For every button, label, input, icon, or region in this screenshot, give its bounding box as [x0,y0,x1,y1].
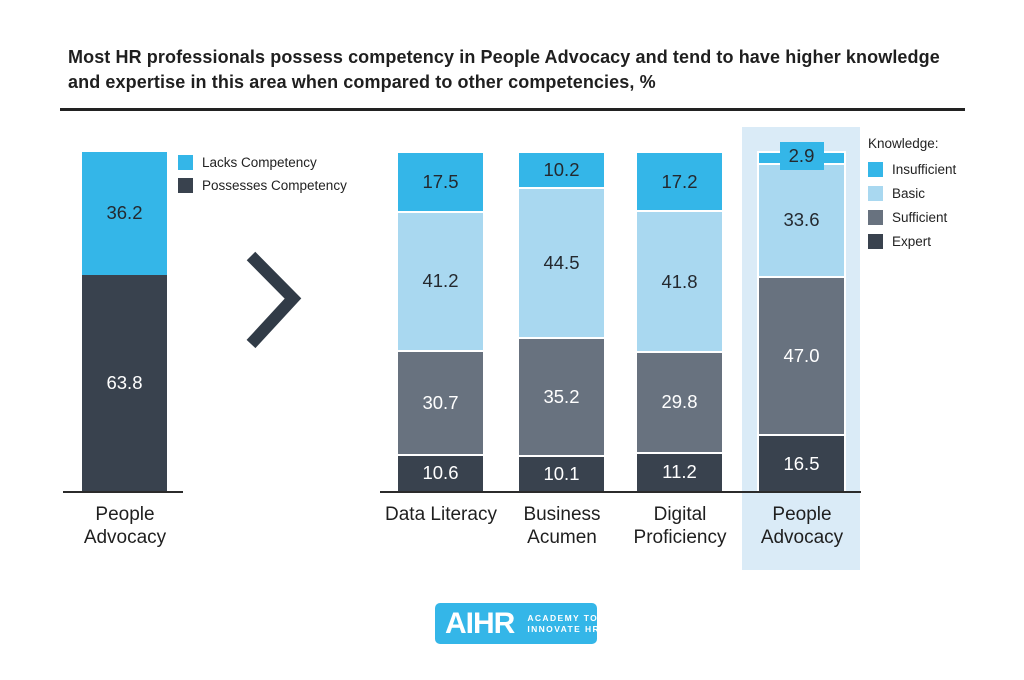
segment-sufficient: 35.2 [519,336,604,456]
legend-swatch-expert [868,234,883,249]
legend-label: Possesses Competency [202,178,347,193]
segment-value-label: 29.8 [661,391,698,413]
segment-value-label: 30.7 [422,391,459,413]
segment-value-label: 35.2 [543,386,580,408]
segment-basic: 41.2 [398,211,483,350]
segment-value-label: 36.2 [106,202,143,224]
category-label-data-literacy: Data Literacy [385,504,497,525]
segment-value-label: 11.2 [662,461,697,483]
segment-expert: 10.6 [398,453,483,491]
segment-basic: 41.8 [637,210,722,351]
left-x-axis-line [63,491,183,493]
segment-expert: 16.5 [759,434,844,491]
segment-insufficient: 10.2 [519,153,604,187]
bar-data-literacy: 17.5 41.2 30.7 10.6 [398,153,483,491]
segment-value-label: 44.5 [543,251,580,273]
segment-expert: 11.2 [637,451,722,492]
segment-lacks-competency: 36.2 [82,152,167,275]
chevron-right-icon [246,251,302,349]
segment-value-label: 10.6 [422,462,459,484]
segment-insufficient: 2.9 [759,142,844,170]
segment-insufficient: 17.2 [637,153,722,211]
legend-swatch-basic [868,186,883,201]
segment-value-label: 17.2 [661,170,698,192]
legend-swatch-possesses-competency [178,178,193,193]
category-label-business-acumen: Business Acumen [523,504,601,548]
segment-basic: 33.6 [759,162,844,277]
segment-value-label: 41.8 [661,270,698,292]
segment-expert: 10.1 [519,455,604,491]
legend-label: Basic [892,186,926,201]
aihr-logo: AIHR ACADEMY TO INNOVATE HR [435,603,600,644]
category-label-digital-proficiency: Digital Proficiency [633,504,727,548]
bar-people-advocacy-overall: 36.2 63.8 [82,152,167,491]
segment-value-callout: 2.9 [779,142,824,170]
segment-value-label: 10.1 [543,463,580,485]
segment-sufficient: 47.0 [759,276,844,435]
legend-label: Lacks Competency [202,155,317,170]
legend-item-insufficient: Insufficient [868,162,956,177]
legend-swatch-sufficient [868,210,883,225]
legend-item-possesses-competency: Possesses Competency [178,178,347,193]
logo-tagline-line1: ACADEMY TO [527,613,599,623]
legend-item-sufficient: Sufficient [868,210,956,225]
segment-value-label: 41.2 [422,270,459,292]
bar-digital-proficiency: 17.2 41.8 29.8 11.2 [637,153,722,492]
competency-legend: Lacks Competency Possesses Competency [178,155,347,193]
title-divider [60,108,965,111]
segment-sufficient: 30.7 [398,349,483,454]
legend-item-basic: Basic [868,186,956,201]
segment-value-label: 17.5 [422,171,459,193]
legend-swatch-lacks-competency [178,155,193,170]
chart-title: Most HR professionals possess competency… [68,47,940,92]
segment-insufficient: 17.5 [398,153,483,212]
knowledge-legend: Knowledge: Insufficient Basic Sufficient… [868,136,956,249]
bar-business-acumen: 10.2 44.5 35.2 10.1 [519,153,604,491]
segment-basic: 44.5 [519,186,604,337]
legend-title: Knowledge: [868,136,939,151]
category-label-people-advocacy-overall: People Advocacy [83,504,167,548]
legend-swatch-insufficient [868,162,883,177]
logo-tagline: ACADEMY TO INNOVATE HR [527,613,600,634]
segment-value-label: 63.8 [106,371,143,393]
legend-label: Expert [892,234,932,249]
category-label-people-advocacy: People Advocacy [760,504,844,548]
aihr-logo-wordmark: AIHR [445,606,515,640]
right-x-axis-line [380,491,861,493]
legend-item-lacks-competency: Lacks Competency [178,155,347,170]
legend-item-expert: Expert [868,234,956,249]
segment-value-label: 16.5 [783,452,820,474]
segment-value-label: 47.0 [783,345,820,367]
bar-people-advocacy-knowledge: 2.9 33.6 47.0 16.5 [757,142,846,493]
logo-tagline-line2: INNOVATE HR [527,623,601,634]
legend-label: Insufficient [892,162,957,177]
segment-value-label: 33.6 [783,209,820,231]
segment-value-label: 10.2 [543,158,580,180]
legend-label: Sufficient [892,210,948,225]
segment-sufficient: 29.8 [637,350,722,452]
segment-possesses-competency: 63.8 [82,274,167,491]
